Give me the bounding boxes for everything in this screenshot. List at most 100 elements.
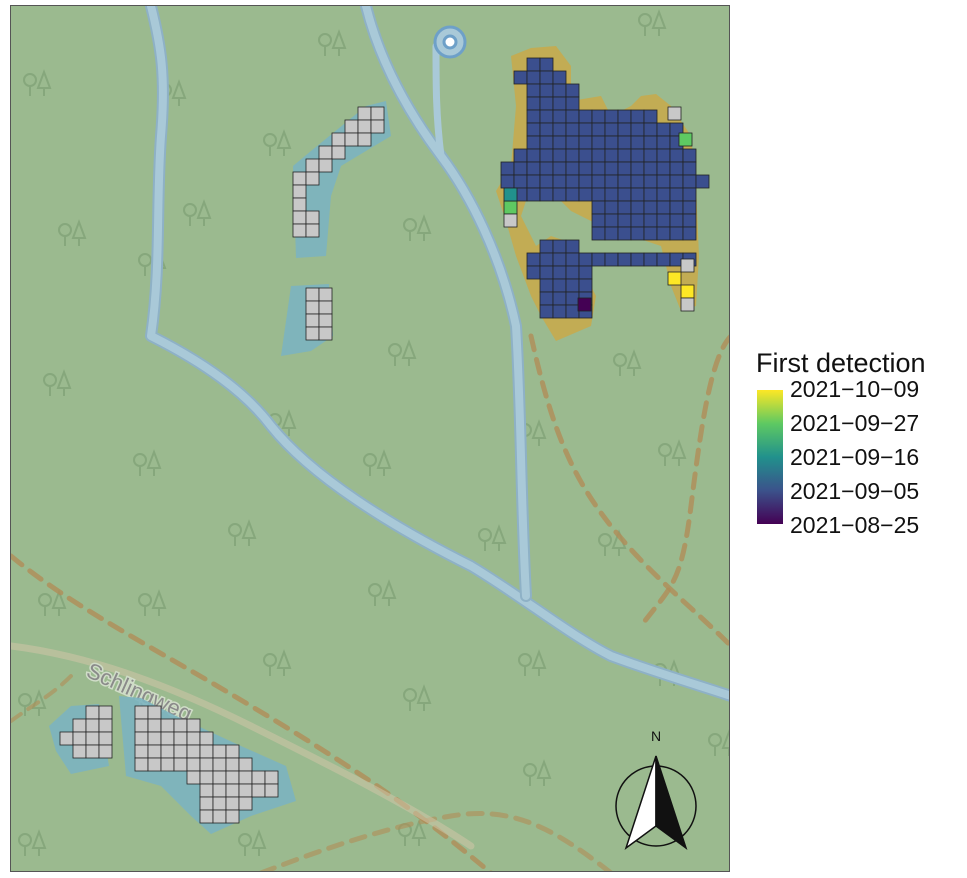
grid-cell-highlight: [667, 106, 682, 121]
grid-cell-navy: [539, 83, 554, 98]
grid-cell-gray: [238, 796, 253, 811]
grid-cell-gray: [225, 809, 240, 824]
grid-cell-gray: [292, 184, 307, 199]
grid-cell-gray: [305, 171, 320, 186]
grid-cell-navy: [617, 109, 632, 124]
grid-cell-navy: [617, 226, 632, 241]
grid-cell-navy: [617, 187, 632, 202]
grid-cell-gray: [212, 770, 227, 785]
grid-cell-gray: [251, 770, 266, 785]
grid-cell-navy: [552, 96, 567, 111]
north-arrow-right-half: [655, 755, 688, 850]
north-arrow-label: N: [651, 728, 661, 744]
grid-cell-navy: [565, 252, 580, 267]
grid-cell-navy: [552, 161, 567, 176]
grid-cell-gray: [318, 158, 333, 173]
tree-icon: [708, 729, 729, 756]
tree-icon: [263, 649, 292, 676]
grid-cell-navy: [630, 174, 645, 189]
grid-cell-navy: [578, 278, 593, 293]
grid-cell-navy: [656, 122, 671, 137]
grid-cell-navy: [526, 252, 541, 267]
grid-cell-gray: [98, 705, 113, 720]
grid-cell-navy: [617, 161, 632, 176]
grid-cell-navy: [500, 161, 515, 176]
grid-cell-gray: [160, 731, 175, 746]
grid-cell-navy: [656, 200, 671, 215]
grid-cell-gray: [292, 210, 307, 225]
tree-icon: [183, 199, 212, 226]
grid-cell-navy: [500, 174, 515, 189]
footpath-east-vertical: [638, 334, 729, 629]
grid-cell-gray: [186, 718, 201, 733]
grid-cell-gray: [147, 757, 162, 772]
grid-cell-gray: [134, 757, 149, 772]
grid-cell-navy: [656, 252, 671, 267]
grid-cell-navy: [617, 252, 632, 267]
grid-cell-navy: [539, 57, 554, 72]
footpath-south-bottom: [259, 811, 613, 871]
grid-cell-navy: [552, 304, 567, 319]
grid-cell-navy: [539, 122, 554, 137]
grid-cell-gray: [199, 770, 214, 785]
track-schlingweg: [11, 642, 475, 850]
grid-cell-navy: [604, 161, 619, 176]
grid-cell-navy: [578, 122, 593, 137]
grid-cell-highlight: [680, 258, 695, 273]
detection-grid-cells: [59, 57, 710, 824]
grid-cell-gray: [264, 783, 279, 798]
grid-cell-navy: [565, 109, 580, 124]
grid-cell-navy: [513, 148, 528, 163]
grid-cell-highlight: [667, 271, 682, 286]
grid-cell-gray: [85, 705, 100, 720]
grid-cell-navy: [539, 70, 554, 85]
grid-cell-navy: [630, 122, 645, 137]
grid-cell-gray: [212, 796, 227, 811]
grid-cell-navy: [526, 109, 541, 124]
grid-cell-navy: [552, 239, 567, 254]
grid-cell-gray: [305, 300, 320, 315]
tree-icon: [38, 589, 67, 616]
grid-cell-navy: [591, 200, 606, 215]
grid-cell-navy: [604, 252, 619, 267]
grid-cell-gray: [173, 718, 188, 733]
grid-cell-navy: [643, 200, 658, 215]
grid-cell-gray: [199, 744, 214, 759]
grid-cell-navy: [526, 148, 541, 163]
legend-label-2021-09-05: 2021−09−05: [790, 478, 920, 504]
grid-cell-navy: [591, 174, 606, 189]
grid-cell-gray: [370, 119, 385, 134]
grid-cell-navy: [565, 122, 580, 137]
grid-cell-gray: [318, 287, 333, 302]
grid-cell-navy: [565, 278, 580, 293]
grid-cell-navy: [604, 174, 619, 189]
grid-cell-navy: [539, 161, 554, 176]
map-panel[interactable]: Schlingweg N: [10, 5, 730, 872]
grid-cell-navy: [591, 135, 606, 150]
grid-cell-navy: [552, 122, 567, 137]
grid-cell-navy: [552, 278, 567, 293]
grid-cell-navy: [565, 239, 580, 254]
grid-cell-gray: [305, 210, 320, 225]
legend-title: First detection: [756, 348, 926, 378]
grid-cell-gray: [212, 809, 227, 824]
tree-icon: [403, 214, 432, 241]
grid-cell-gray: [134, 731, 149, 746]
map-canvas[interactable]: Schlingweg N: [11, 6, 730, 872]
grid-cell-navy: [643, 174, 658, 189]
grid-cell-navy: [552, 83, 567, 98]
legend-label-2021-09-16: 2021−09−16: [790, 444, 920, 470]
legend: First detection 2021−10−09 2021−09−27 20…: [752, 348, 962, 548]
grid-cell-gray: [199, 796, 214, 811]
grid-cell-navy: [643, 252, 658, 267]
grid-cell-navy: [539, 187, 554, 202]
grid-cell-navy: [539, 252, 554, 267]
grid-cell-gray: [173, 757, 188, 772]
grid-cell-navy: [591, 213, 606, 228]
grid-cell-navy: [539, 148, 554, 163]
grid-cell-navy: [604, 213, 619, 228]
grid-cell-gray: [305, 158, 320, 173]
grid-cell-navy: [565, 96, 580, 111]
tree-icon: [133, 449, 162, 476]
grid-cell-navy: [643, 226, 658, 241]
